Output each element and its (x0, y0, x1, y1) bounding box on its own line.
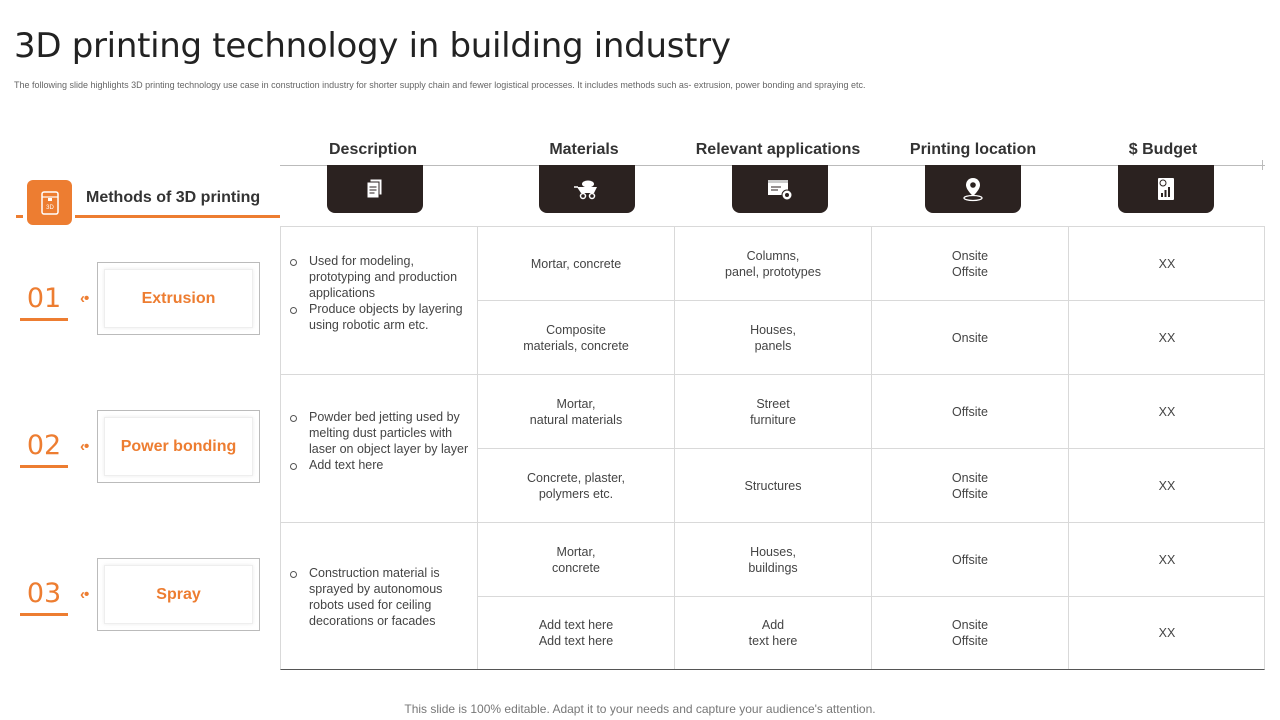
location-cell: Onsite Offsite (951, 470, 989, 501)
browser-settings-icon (768, 180, 793, 201)
applications-cell: Structures (744, 478, 802, 493)
method-name: Power bonding (104, 417, 253, 476)
table-column-divider (674, 226, 675, 669)
location-cell: Onsite Offsite (951, 618, 989, 648)
chevron-left-icon: ‹• (80, 586, 89, 603)
table-column-divider (871, 226, 872, 669)
method-number: 01 (26, 283, 62, 314)
applications-cell: Houses, buildings (748, 544, 798, 575)
description-cell: Used for modeling, prototyping and produ… (288, 253, 473, 333)
description-icon-box (327, 165, 423, 213)
table-row-divider (477, 596, 1265, 597)
materials-icon-box (539, 165, 635, 213)
description-bullet: Used for modeling, prototyping and produ… (288, 253, 473, 301)
description-cell: Construction material is sprayed by auto… (288, 565, 473, 629)
materials-cell: Mortar, natural materials (529, 396, 623, 427)
table-row-divider (477, 300, 1265, 301)
budget-cell: XX (1158, 330, 1176, 345)
location-pin-icon (963, 178, 983, 202)
budget-cell: XX (1158, 256, 1176, 271)
table-row-divider (280, 522, 1265, 523)
3d-printer-icon: 3D (40, 190, 59, 215)
column-header-applications: Relevant applications (695, 141, 861, 158)
applications-icon-box (732, 165, 828, 213)
applications-cell: Street furniture (750, 396, 796, 427)
applications-cell: Add text here (748, 618, 798, 648)
location-cell: Offsite (952, 552, 988, 567)
location-cell: Onsite Offsite (951, 248, 989, 279)
chevron-left-icon: ‹• (80, 290, 89, 307)
wheelbarrow-icon (574, 180, 597, 200)
location-cell: Onsite (951, 330, 989, 345)
methods-underline (75, 215, 280, 218)
method-number-underline (20, 318, 68, 321)
header-divider-tick (1262, 160, 1263, 170)
methods-underline-left (16, 215, 23, 218)
budget-cell: XX (1158, 552, 1176, 567)
materials-cell: Concrete, plaster, polymers etc. (527, 470, 625, 501)
column-header-location: Printing location (909, 141, 1037, 158)
chevron-left-icon: ‹• (80, 438, 89, 455)
column-header-description: Description (328, 141, 417, 158)
budget-cell: XX (1158, 626, 1176, 640)
description-bullet: Powder bed jetting used by melting dust … (288, 409, 473, 457)
column-header-budget: $ Budget (1128, 141, 1198, 158)
method-number: 03 (26, 578, 62, 609)
method-card-extrusion: Extrusion (97, 262, 260, 335)
description-cell: Powder bed jetting used by melting dust … (288, 409, 473, 473)
method-number-underline (20, 613, 68, 616)
method-name: Spray (104, 565, 253, 624)
description-bullet: Produce objects by layering using roboti… (288, 301, 473, 333)
applications-cell: Columns, panel, prototypes (725, 248, 821, 279)
budget-cell: XX (1158, 478, 1176, 493)
methods-label: Methods of 3D printing (86, 189, 261, 206)
method-card-power-bonding: Power bonding (97, 410, 260, 483)
document-icon (366, 178, 383, 199)
table-row-divider (280, 374, 1265, 375)
table-row-divider (477, 448, 1265, 449)
description-bullet: Add text here (288, 457, 473, 473)
location-cell: Offsite (952, 404, 988, 419)
budget-cell: XX (1158, 404, 1176, 419)
method-name: Extrusion (104, 269, 253, 328)
method-card-spray: Spray (97, 558, 260, 631)
materials-cell: Add text here Add text here (538, 618, 614, 648)
method-number: 02 (26, 430, 62, 461)
materials-cell: Composite materials, concrete (523, 322, 629, 353)
budget-report-icon (1158, 178, 1174, 200)
methods-badge: 3D (27, 180, 72, 225)
materials-cell: Mortar, concrete (530, 256, 622, 271)
table-column-divider (477, 226, 478, 669)
location-icon-box (925, 165, 1021, 213)
budget-icon-box (1118, 165, 1214, 213)
page-title: 3D printing technology in building indus… (14, 26, 731, 66)
page-subtitle: The following slide highlights 3D printi… (14, 80, 866, 90)
method-number-underline (20, 465, 68, 468)
column-header-materials: Materials (549, 141, 619, 158)
applications-cell: Houses, panels (750, 322, 796, 353)
table-column-divider (1068, 226, 1069, 669)
badge-3d-text: 3D (46, 205, 54, 211)
footer-note: This slide is 100% editable. Adapt it to… (404, 702, 876, 716)
description-bullet: Construction material is sprayed by auto… (288, 565, 473, 629)
materials-cell: Mortar, concrete (552, 544, 600, 575)
